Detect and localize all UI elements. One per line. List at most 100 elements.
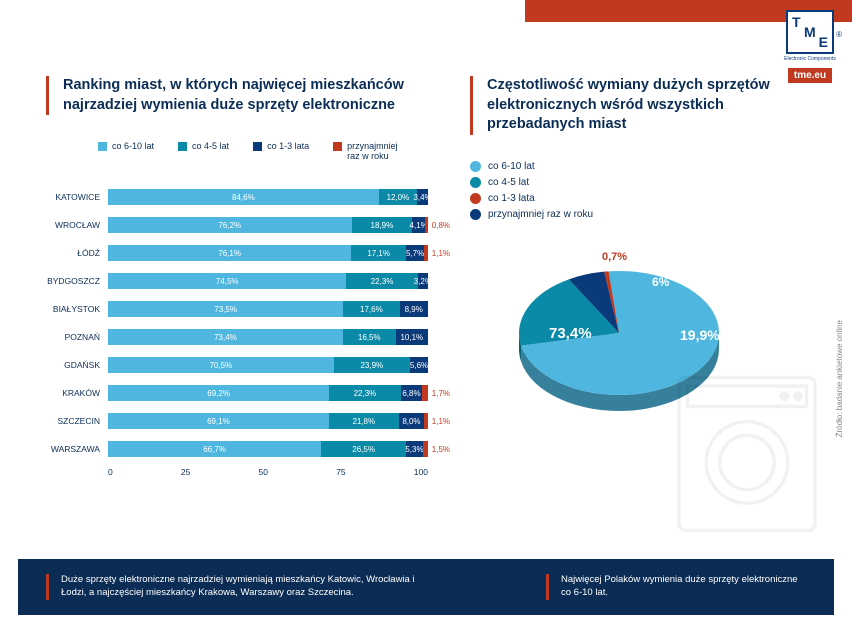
bar-row: KRAKÓW69,2%22,3%6,8% 1,7% [46,381,450,405]
bar-segment: 22,3% [329,385,400,401]
legend-swatch [333,142,342,151]
logo-letter-e: E [819,34,828,50]
source-text: Źródło: badanie ankietowe online [835,320,844,437]
legend-item: co 1-3 lata [253,141,309,161]
logo-reg: ® [836,30,842,39]
bar-track: 73,4%16,5%10,1% [108,329,428,345]
bar-segment: 4,1% [412,217,425,233]
bar-row: POZNAŃ73,4%16,5%10,1% [46,325,450,349]
bar-segment [422,385,427,401]
x-tick: 50 [259,467,268,477]
bar-track: 66,7%26,5%5,3% [108,441,428,457]
bar-segment: 17,6% [343,301,399,317]
bar-extra-label: 0,8% [432,221,450,230]
bar-row: SZCZECIN69,1%21,8%8,0% 1,1% [46,409,450,433]
bar-segment: 6,8% [401,385,423,401]
city-label: BIAŁYSTOK [46,304,108,314]
bar-segment: 8,9% [400,301,428,317]
city-label: KATOWICE [46,192,108,202]
bar-segment: 23,9% [334,357,410,373]
bar-segment: 12,0% [379,189,417,205]
city-label: ŁÓDŹ [46,248,108,258]
legend-item: co 6-10 lat [470,161,820,172]
bar-segment: 18,9% [352,217,412,233]
legend-label: przynajmniej raz w roku [347,141,398,161]
logo: T M E ® Electronic Components tme.eu [782,10,838,83]
bar-chart: KATOWICE84,6%12,0%3,4%WROCŁAW76,2%18,9%4… [46,185,450,461]
city-label: POZNAŃ [46,332,108,342]
legend-item: co 4-5 lat [178,141,229,161]
bar-row: GDAŃSK70,5%23,9%5,6% [46,353,450,377]
pie-label: 73,4% [549,325,592,342]
bar-extra-label: 1,5% [432,445,450,454]
legend-label: co 6-10 lat [488,161,535,172]
washing-machine-watermark [662,369,832,539]
legend-swatch [98,142,107,151]
bar-segment [424,413,428,429]
city-label: WARSZAWA [46,444,108,454]
logo-letter-m: M [804,24,816,40]
legend-dot [470,209,481,220]
x-tick: 0 [108,467,113,477]
pie-label: 0,7% [602,251,627,263]
legend-label: co 1-3 lata [488,193,535,204]
bar-segment: 73,5% [108,301,343,317]
bar-segment [423,441,428,457]
bar-segment [424,245,428,261]
legend-label: co 6-10 lat [112,141,154,151]
bar-segment: 5,7% [406,245,424,261]
right-title: Częstotliwość wymiany dużych sprzętów el… [470,76,820,135]
city-label: SZCZECIN [46,416,108,426]
bar-track: 73,5%17,6%8,9% [108,301,428,317]
bar-track: 69,1%21,8%8,0% [108,413,428,429]
left-title: Ranking miast, w których najwięcej miesz… [46,76,450,115]
left-legend: co 6-10 lat co 4-5 lat co 1-3 lata przynajm… [46,141,450,161]
bar-segment: 16,5% [343,329,396,345]
bar-segment: 5,3% [406,441,423,457]
bar-track: 76,1%17,1%5,7% [108,245,428,261]
legend-item: co 1-3 lata [470,193,820,204]
bar-segment: 84,6% [108,189,379,205]
bar-track: 69,2%22,3%6,8% [108,385,428,401]
bar-row: WROCŁAW76,2%18,9%4,1%0,8% [46,213,450,237]
bar-segment: 73,4% [108,329,343,345]
bar-extra-label: 1,1% [432,417,450,426]
city-label: KRAKÓW [46,388,108,398]
bar-segment: 69,2% [108,385,329,401]
bar-row: KATOWICE84,6%12,0%3,4% [46,185,450,209]
bar-track: 84,6%12,0%3,4% [108,189,428,205]
legend-swatch [178,142,187,151]
x-axis: 0255075100 [108,467,428,477]
bar-row: BIAŁYSTOK73,5%17,6%8,9% [46,297,450,321]
bar-segment: 5,6% [410,357,428,373]
bar-segment: 26,5% [321,441,406,457]
bar-track: 70,5%23,9%5,6% [108,357,428,373]
legend-swatch [253,142,262,151]
legend-item: co 6-10 lat [98,141,154,161]
bar-segment: 76,1% [108,245,351,261]
bar-segment: 3,2% [418,273,428,289]
pie-label: 19,9% [680,327,720,343]
bar-segment: 3,4% [417,189,428,205]
bar-row: WARSZAWA66,7%26,5%5,3% 1,5% [46,437,450,461]
legend-label: co 4-5 lat [192,141,229,151]
logo-subtitle: Electronic Components [782,56,838,62]
bar-row: ŁÓDŹ76,1%17,1%5,7%1,1% [46,241,450,265]
city-label: BYDGOSZCZ [46,276,108,286]
bar-segment: 66,7% [108,441,321,457]
bar-segment: 22,3% [346,273,417,289]
bar-extra-label: 1,7% [432,389,450,398]
legend-dot [470,193,481,204]
legend-dot [470,177,481,188]
legend-item: przynajmniej raz w roku [470,209,820,220]
legend-dot [470,161,481,172]
bar-track: 74,5%22,3%3,2% [108,273,428,289]
city-label: GDAŃSK [46,360,108,370]
footer-left: Duże sprzęty elektroniczne najrzadziej w… [46,574,426,600]
pie-label: 6% [652,275,670,289]
bar-segment: 70,5% [108,357,334,373]
bar-segment: 8,0% [399,413,425,429]
bar-segment: 17,1% [351,245,406,261]
bar-segment: 76,2% [108,217,352,233]
bar-segment: 74,5% [108,273,346,289]
